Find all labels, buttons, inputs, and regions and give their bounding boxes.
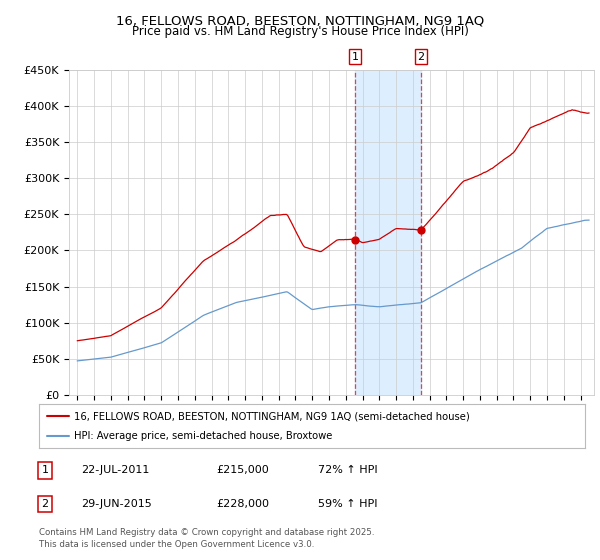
Text: 59% ↑ HPI: 59% ↑ HPI <box>318 499 377 509</box>
Text: 2: 2 <box>41 499 49 509</box>
Text: Contains HM Land Registry data © Crown copyright and database right 2025.
This d: Contains HM Land Registry data © Crown c… <box>39 528 374 549</box>
Text: 2: 2 <box>418 52 425 62</box>
Text: HPI: Average price, semi-detached house, Broxtowe: HPI: Average price, semi-detached house,… <box>74 431 333 441</box>
Text: 1: 1 <box>41 465 49 475</box>
Text: 16, FELLOWS ROAD, BEESTON, NOTTINGHAM, NG9 1AQ (semi-detached house): 16, FELLOWS ROAD, BEESTON, NOTTINGHAM, N… <box>74 411 470 421</box>
Text: 29-JUN-2015: 29-JUN-2015 <box>81 499 152 509</box>
Text: 22-JUL-2011: 22-JUL-2011 <box>81 465 149 475</box>
Text: 16, FELLOWS ROAD, BEESTON, NOTTINGHAM, NG9 1AQ: 16, FELLOWS ROAD, BEESTON, NOTTINGHAM, N… <box>116 14 484 27</box>
Text: £228,000: £228,000 <box>216 499 269 509</box>
Text: 72% ↑ HPI: 72% ↑ HPI <box>318 465 377 475</box>
Bar <box>355 70 421 395</box>
Text: 1: 1 <box>352 52 358 62</box>
Text: Price paid vs. HM Land Registry's House Price Index (HPI): Price paid vs. HM Land Registry's House … <box>131 25 469 38</box>
Text: £215,000: £215,000 <box>216 465 269 475</box>
